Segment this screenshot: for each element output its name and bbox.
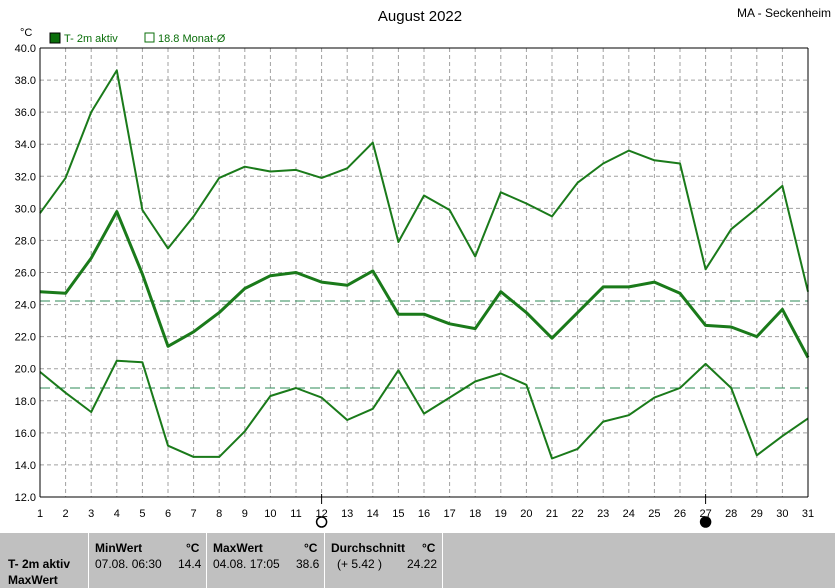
y-tick-label: 38.0 bbox=[15, 75, 36, 87]
y-tick-label: 30.0 bbox=[15, 203, 36, 215]
x-tick-label: 23 bbox=[597, 508, 609, 520]
series-line-min bbox=[39, 359, 809, 460]
footer-series-cell: T- 2m aktiv MaxWert bbox=[0, 533, 87, 588]
location-label: MA - Seckenheim bbox=[737, 6, 831, 20]
x-tick-label: 22 bbox=[571, 508, 583, 520]
max-label: MaxWert bbox=[213, 541, 263, 555]
min-value: 14.4 bbox=[178, 557, 202, 571]
y-tick-label: 28.0 bbox=[15, 235, 36, 247]
y-tick-label: 32.0 bbox=[15, 171, 36, 183]
avg-label: Durchschnitt bbox=[331, 541, 406, 555]
x-tick-label: 16 bbox=[418, 508, 430, 520]
series-lines bbox=[39, 69, 810, 460]
footer-min-cell: MinWert °C 07.08. 06:30 14.4 bbox=[88, 533, 206, 588]
x-tick-label: 30 bbox=[776, 508, 788, 520]
legend-label-aktiv: T- 2m aktiv bbox=[64, 33, 118, 45]
x-tick-label: 18 bbox=[469, 508, 481, 520]
max-unit: °C bbox=[304, 541, 318, 555]
legend-swatch-outline bbox=[144, 32, 155, 43]
x-tick-label: 12 bbox=[315, 508, 327, 520]
min-unit: °C bbox=[186, 541, 200, 555]
legend-swatch-filled bbox=[49, 32, 61, 44]
chart-title: August 2022 bbox=[378, 8, 462, 25]
x-tick-label: 25 bbox=[648, 508, 660, 520]
y-tick-label: 36.0 bbox=[15, 107, 36, 119]
grid bbox=[40, 47, 808, 497]
legend: T- 2m aktiv 18.8 Monat-Ø bbox=[49, 32, 226, 45]
x-tick-label: 29 bbox=[751, 508, 763, 520]
x-tick-label: 19 bbox=[495, 508, 507, 520]
x-tick-label: 7 bbox=[191, 508, 197, 520]
series-line-max bbox=[39, 69, 809, 292]
y-tick-label: 16.0 bbox=[15, 428, 36, 440]
y-tick-label: 12.0 bbox=[15, 492, 36, 504]
x-tick-label: 4 bbox=[114, 508, 120, 520]
max-value: 38.6 bbox=[296, 557, 320, 571]
max-when: 04.08. 17:05 bbox=[213, 557, 280, 571]
footer-avg-cell: Durchschnitt °C (+ 5.42 ) 24.22 bbox=[324, 533, 442, 588]
y-tick-label: 22.0 bbox=[15, 332, 36, 344]
series-line-mean bbox=[39, 210, 810, 359]
legend-label-monat: 18.8 Monat-Ø bbox=[158, 33, 226, 45]
moon-phases bbox=[315, 494, 712, 528]
avg-delta: (+ 5.42 ) bbox=[337, 557, 383, 571]
full-moon-icon bbox=[315, 516, 328, 528]
footer-empty-cell bbox=[442, 533, 835, 588]
avg-value: 24.22 bbox=[407, 557, 438, 571]
tick-labels: 12.0 14.0 16.0 18.0 20.0 22.0 24.0 26.0 28.0 30.0… bbox=[15, 43, 815, 520]
x-tick-label: 20 bbox=[520, 508, 532, 520]
temperature-chart: 12.0 14.0 16.0 18.0 20.0 22.0 24.0 26.0 28.0 30.0… bbox=[15, 6, 831, 528]
axes bbox=[39, 47, 809, 498]
y-tick-label: 34.0 bbox=[15, 139, 36, 151]
x-tick-label: 28 bbox=[725, 508, 737, 520]
footer-series-name: T- 2m aktiv bbox=[8, 557, 71, 571]
x-tick-label: 9 bbox=[242, 508, 248, 520]
x-tick-label: 13 bbox=[341, 508, 353, 520]
x-tick-label: 5 bbox=[139, 508, 145, 520]
y-axis-unit: °C bbox=[20, 27, 32, 39]
x-tick-label: 24 bbox=[623, 508, 635, 520]
x-tick-label: 3 bbox=[88, 508, 94, 520]
y-tick-label: 14.0 bbox=[15, 460, 36, 472]
y-tick-label: 24.0 bbox=[15, 300, 36, 312]
y-tick-label: 26.0 bbox=[15, 268, 36, 280]
x-tick-label: 11 bbox=[290, 508, 301, 520]
footer-max-cell: MaxWert °C 04.08. 17:05 38.6 bbox=[206, 533, 324, 588]
footer-row-label: MaxWert bbox=[8, 573, 58, 587]
avg-unit: °C bbox=[422, 541, 436, 555]
y-tick-label: 18.0 bbox=[15, 396, 36, 408]
x-tick-label: 14 bbox=[367, 508, 379, 520]
new-moon-icon bbox=[699, 516, 712, 528]
x-tick-label: 1 bbox=[37, 508, 43, 520]
x-tick-label: 15 bbox=[392, 508, 404, 520]
y-tick-label: 40.0 bbox=[15, 43, 36, 55]
x-tick-label: 8 bbox=[216, 508, 222, 520]
statistics-footer: T- 2m aktiv MaxWert MinWert °C 07.08. 06… bbox=[0, 533, 835, 588]
x-tick-label: 27 bbox=[699, 508, 711, 520]
x-tick-label: 2 bbox=[63, 508, 69, 520]
x-tick-label: 10 bbox=[264, 508, 276, 520]
min-when: 07.08. 06:30 bbox=[95, 557, 162, 571]
min-label: MinWert bbox=[95, 541, 143, 555]
y-tick-label: 20.0 bbox=[15, 364, 36, 376]
x-tick-label: 31 bbox=[802, 508, 814, 520]
x-tick-label: 21 bbox=[546, 508, 558, 520]
x-tick-label: 26 bbox=[674, 508, 686, 520]
x-tick-label: 6 bbox=[165, 508, 171, 520]
x-tick-label: 17 bbox=[443, 508, 455, 520]
